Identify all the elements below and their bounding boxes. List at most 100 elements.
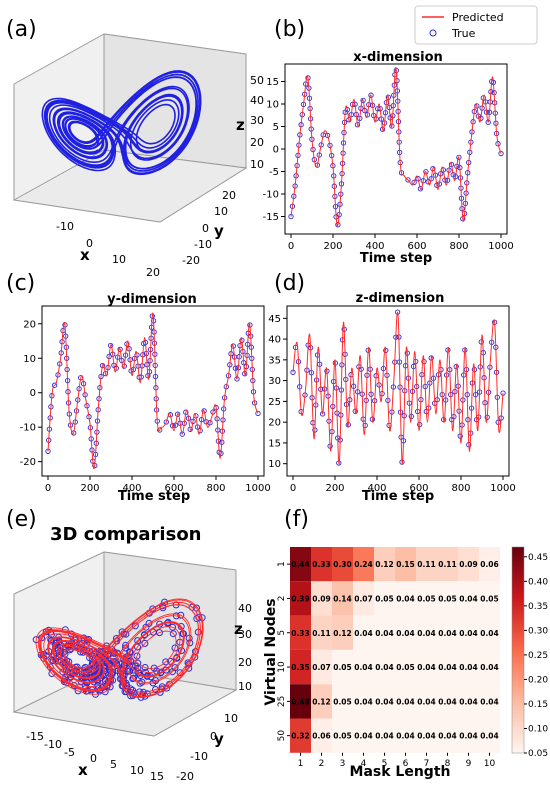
panel-e-ztick-3: 40 <box>238 602 252 615</box>
heatmap-cell-label: 0.04 <box>459 629 478 638</box>
panel-a-ytick-2: 0 <box>202 222 209 235</box>
heatmap-cell-label: 0.04 <box>354 697 373 706</box>
panel-b-ytick-label: -15 <box>263 212 279 223</box>
heatmap-cell <box>416 581 437 616</box>
panel-b-xtick-label: 1000 <box>488 241 513 252</box>
heatmap-cell <box>353 718 374 753</box>
panel-a-ztick-2: 30 <box>250 114 264 127</box>
heatmap-cell <box>374 615 395 650</box>
panel-e-true-marker <box>103 658 111 666</box>
panel-e-ztick-2: 30 <box>238 628 252 641</box>
heatmap-cell <box>290 547 311 582</box>
heatmap-cell-label: 0.04 <box>396 697 415 706</box>
heatmap-cell-label: 0.04 <box>480 629 499 638</box>
panel-e-true-marker <box>124 667 132 675</box>
heatmap-cell <box>458 718 479 753</box>
panel-d-ytick-label: 30 <box>268 376 281 387</box>
panel-d-z-dimension: (d) z-dimension 0 200 400 600 800 1000 10 15 20 2… <box>268 271 515 504</box>
panel-e-true-marker <box>52 640 60 647</box>
heatmap-cell-label: 0.33 <box>291 629 310 638</box>
heatmap-cell <box>458 547 479 582</box>
panel-c-label: (c) <box>6 271 35 296</box>
heatmap-cell-label: 0.09 <box>459 560 478 569</box>
panel-e-true-marker <box>141 639 149 647</box>
heatmap-cell <box>437 581 458 616</box>
heatmap-cell <box>479 649 500 685</box>
panel-e-ylabel: y <box>214 730 224 748</box>
panel-d-ytick-label: 10 <box>268 459 281 470</box>
panel-c-plot <box>45 312 261 470</box>
colorbar-tick-label: 0.40 <box>528 577 548 587</box>
heatmap-ytick-label: 25 <box>277 696 287 707</box>
heatmap-cell-label: 0.04 <box>396 594 415 603</box>
panel-b-ytick-label: 15 <box>266 77 279 88</box>
heatmap-cell-label: 0.05 <box>333 663 352 672</box>
panel-b-ytick-label: 0 <box>273 145 279 156</box>
heatmap-cell <box>437 649 458 685</box>
heatmap-cell <box>353 615 374 650</box>
panel-a-xtick-1: 0 <box>86 237 93 250</box>
heatmap-cell <box>437 547 458 582</box>
panel-a-ztick-0: 10 <box>250 158 264 171</box>
panel-e-true-marker <box>90 672 98 680</box>
heatmap-cell <box>395 684 416 719</box>
heatmap-cell-label: 0.07 <box>312 663 331 672</box>
panel-c-xlabel: Time step <box>118 489 190 504</box>
heatmap-cell-label: 0.04 <box>438 732 457 741</box>
panel-e-ytick-2: 0 <box>210 730 217 743</box>
heatmap-cell <box>290 684 311 719</box>
panel-d-xtick-label: 1000 <box>490 483 515 494</box>
panel-a-ytick-4: 20 <box>222 189 236 202</box>
heatmap-cell-label: 0.11 <box>438 560 457 569</box>
panel-b-title: x-dimension <box>353 50 443 65</box>
legend: Predicted True <box>414 5 538 45</box>
panel-b-true-marker <box>423 169 429 175</box>
panel-e-true-marker <box>171 664 179 672</box>
panel-c-true-marker <box>157 427 163 433</box>
heatmap-cell <box>395 649 416 685</box>
panel-e-true-marker <box>134 669 142 677</box>
heatmap-cell <box>374 684 395 719</box>
heatmap-cell-label: 0.04 <box>438 663 457 672</box>
heatmap-cell <box>374 547 395 582</box>
heatmap-cell-label: 0.04 <box>459 732 478 741</box>
panel-e-true-marker <box>171 644 179 652</box>
heatmap-cell <box>290 718 311 753</box>
heatmap-cell-label: 0.04 <box>417 663 436 672</box>
panel-b-ytick-label: 10 <box>266 100 279 111</box>
panel-b-true-marker <box>405 177 411 183</box>
heatmap-cell <box>332 581 353 616</box>
heatmap-cell-label: 0.04 <box>396 732 415 741</box>
heatmap-cell <box>332 684 353 719</box>
panel-a-ytick-1: -10 <box>194 238 212 251</box>
panel-e-ytick-1: -10 <box>190 750 208 763</box>
heatmap-cell-label: 0.11 <box>312 629 331 638</box>
heatmap-cell-label: 0.04 <box>375 663 394 672</box>
panel-e-xtick-2: -5 <box>64 746 75 759</box>
heatmap-cell <box>332 649 353 685</box>
heatmap-ytick-label: 10 <box>277 661 287 673</box>
heatmap-cell-label: 0.15 <box>396 560 415 569</box>
panel-a-xtick-0: -10 <box>56 220 74 233</box>
heatmap-xtick-label: 10 <box>484 759 496 769</box>
heatmap-cell-label: 0.05 <box>333 697 352 706</box>
panel-e-xlabel: x <box>78 761 88 779</box>
heatmap-cell-label: 0.48 <box>291 697 310 706</box>
heatmap-cell-label: 0.07 <box>354 594 373 603</box>
heatmap-xtick-label: 7 <box>424 759 430 769</box>
panel-e-true-marker <box>136 679 144 687</box>
colorbar-tick-label: 0.20 <box>528 675 548 685</box>
panel-b-x-dimension: (b) Predicted True x-dimension 0 200 400 60… <box>263 5 538 266</box>
panel-d-title: z-dimension <box>356 291 445 306</box>
heatmap-cell <box>416 649 437 685</box>
panel-e-true-marker <box>162 658 170 666</box>
panel-c-ticks: 0 200 400 600 800 1000 -20 -10 0 10 20 <box>20 319 271 494</box>
panel-c-xtick-label: 600 <box>164 483 183 494</box>
panel-c-true-marker <box>201 408 207 414</box>
heatmap-cell-label: 0.44 <box>291 560 310 569</box>
panel-c-true-marker <box>207 420 213 426</box>
panel-e-true-marker <box>134 643 141 651</box>
panel-a-axes-labels: -10 0 10 20 x -20 -10 0 10 20 y 10 20 30… <box>56 74 264 279</box>
heatmap-cell-label: 0.04 <box>459 663 478 672</box>
heatmap-cell <box>479 547 500 582</box>
